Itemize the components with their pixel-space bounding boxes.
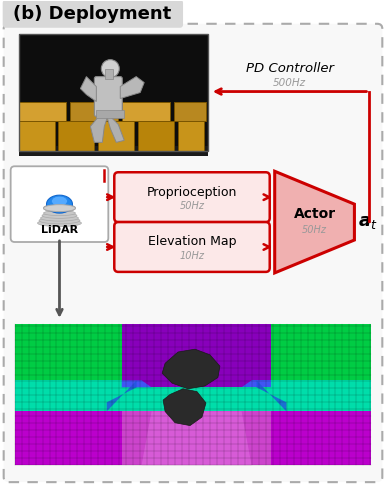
Polygon shape — [106, 115, 124, 142]
FancyBboxPatch shape — [11, 166, 108, 242]
Polygon shape — [120, 77, 144, 99]
Circle shape — [102, 60, 119, 78]
Bar — [122, 102, 170, 122]
Text: 10Hz: 10Hz — [179, 251, 205, 261]
Polygon shape — [122, 381, 152, 387]
Ellipse shape — [44, 204, 75, 212]
Ellipse shape — [41, 215, 78, 221]
Polygon shape — [163, 389, 206, 426]
Bar — [15, 324, 371, 387]
Bar — [15, 381, 371, 412]
Text: Actor: Actor — [293, 207, 335, 221]
Bar — [174, 102, 206, 122]
Polygon shape — [90, 115, 108, 142]
Text: 50Hz: 50Hz — [302, 225, 327, 235]
Bar — [15, 324, 371, 465]
Ellipse shape — [37, 220, 81, 226]
Bar — [122, 412, 271, 465]
Bar — [59, 122, 94, 151]
Polygon shape — [257, 381, 286, 412]
Polygon shape — [107, 381, 137, 412]
Ellipse shape — [39, 217, 80, 224]
Polygon shape — [242, 381, 271, 387]
Text: 500Hz: 500Hz — [273, 78, 306, 87]
FancyBboxPatch shape — [3, 0, 183, 28]
FancyBboxPatch shape — [4, 24, 382, 482]
Bar — [19, 122, 54, 151]
Text: Elevation Map: Elevation Map — [148, 235, 236, 248]
Bar — [19, 102, 66, 122]
FancyBboxPatch shape — [94, 77, 122, 117]
FancyBboxPatch shape — [114, 172, 270, 222]
Ellipse shape — [47, 195, 73, 213]
Text: Proprioception: Proprioception — [147, 186, 237, 199]
Ellipse shape — [42, 213, 77, 218]
Ellipse shape — [44, 205, 75, 211]
Bar — [98, 122, 134, 151]
Text: PD Controller: PD Controller — [245, 62, 334, 75]
Polygon shape — [80, 77, 96, 102]
Polygon shape — [162, 349, 220, 389]
Bar — [70, 102, 118, 122]
Bar — [122, 324, 271, 387]
Ellipse shape — [51, 196, 68, 206]
Bar — [19, 146, 208, 156]
Bar — [96, 110, 124, 119]
Polygon shape — [142, 412, 252, 465]
Text: $\boldsymbol{a}_t$: $\boldsymbol{a}_t$ — [359, 213, 378, 231]
Text: LiDAR: LiDAR — [41, 225, 78, 235]
Text: (b) Deployment: (b) Deployment — [13, 5, 171, 23]
Bar — [178, 122, 204, 151]
Bar — [19, 34, 208, 151]
Text: 50Hz: 50Hz — [179, 201, 205, 211]
Bar — [105, 69, 113, 79]
Polygon shape — [275, 171, 354, 273]
Bar — [19, 34, 208, 151]
Ellipse shape — [44, 210, 75, 216]
FancyBboxPatch shape — [114, 222, 270, 272]
Bar — [138, 122, 174, 151]
